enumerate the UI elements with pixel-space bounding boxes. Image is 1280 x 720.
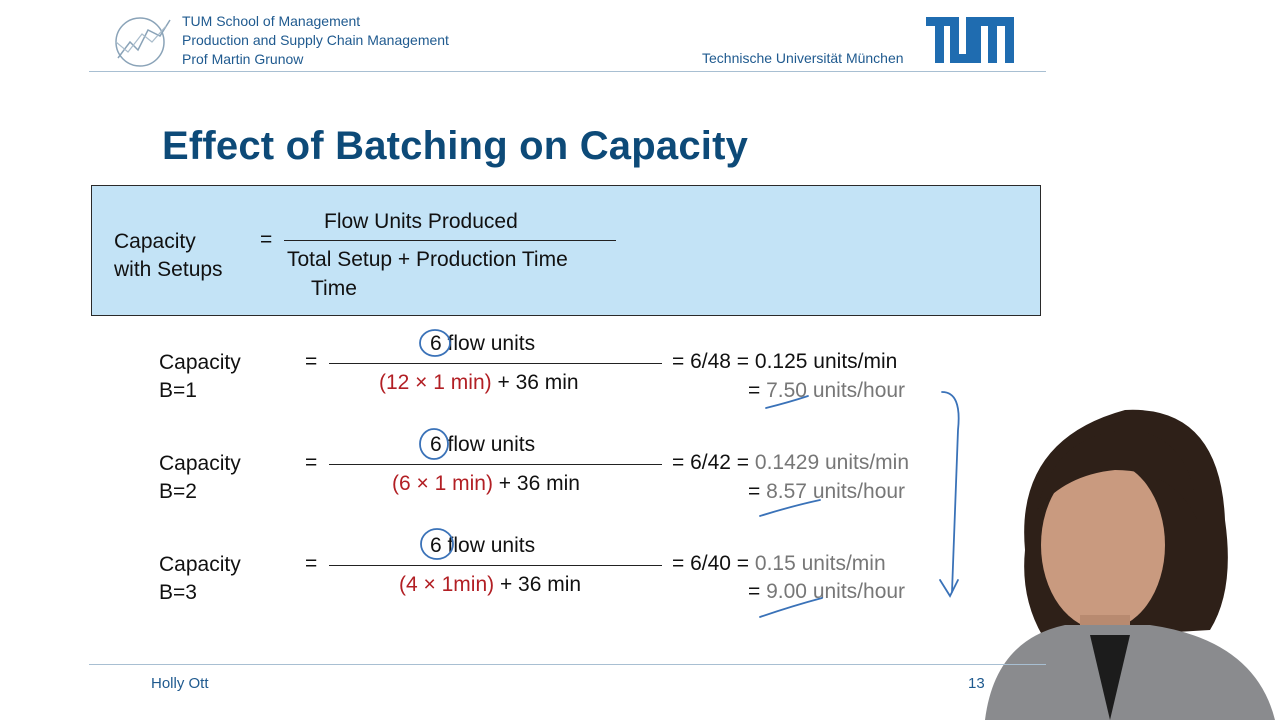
result-units-min: 0.1429 units/min bbox=[754, 451, 910, 474]
school-info: TUM School of Management Production and … bbox=[182, 12, 449, 69]
flow-units-value: 6 bbox=[430, 534, 442, 557]
school-line: Production and Supply Chain Management bbox=[182, 32, 449, 48]
capacity-label: Capacity bbox=[159, 553, 241, 576]
definition-box bbox=[91, 185, 1041, 316]
batch-size-label: B=1 bbox=[159, 379, 197, 402]
result-equals: = bbox=[748, 580, 767, 603]
production-time-term: (12 × 1 min) bbox=[379, 371, 492, 394]
batch-size-label: B=2 bbox=[159, 480, 197, 503]
batch-size-label: B=3 bbox=[159, 581, 197, 604]
result-equals: = bbox=[748, 379, 767, 402]
definition-fraction-line bbox=[284, 240, 616, 241]
denominator: (12 × 1 min) + 36 min bbox=[379, 371, 579, 395]
ink-arrowhead-icon bbox=[939, 579, 959, 598]
result-per-min: = 6/48 = 0.125 units/min bbox=[672, 350, 897, 374]
result-units-hour: 9.00 units/hour bbox=[766, 580, 906, 603]
capacity-label: Capacity bbox=[159, 351, 241, 374]
school-line: TUM School of Management bbox=[182, 13, 361, 29]
flow-units-label: flow units bbox=[447, 433, 536, 456]
setup-time-term: + 36 min bbox=[494, 573, 582, 596]
result-units-hour: 8.57 units/hour bbox=[766, 480, 906, 503]
fraction-line bbox=[329, 565, 662, 566]
presenter-name: Holly Ott bbox=[151, 675, 209, 692]
denominator: (4 × 1min) + 36 min bbox=[399, 573, 581, 597]
capacity-b3-label: Capacity B=3 bbox=[159, 551, 241, 607]
production-time-term: (6 × 1 min) bbox=[392, 472, 493, 495]
capacity-b2-label: Capacity B=2 bbox=[159, 450, 241, 506]
equals-sign: = bbox=[305, 350, 318, 373]
result-per-min: = 6/42 = 0.1429 units/min bbox=[672, 451, 909, 475]
ink-arrow-line-icon bbox=[941, 391, 960, 593]
definition-denominator: Total Setup + Production Time bbox=[287, 248, 568, 271]
definition-denominator-cont: Time bbox=[311, 277, 357, 300]
result-units-min: 0.125 units/min bbox=[754, 350, 898, 373]
tum-logo-icon bbox=[926, 17, 1014, 63]
capacity-label: Capacity bbox=[159, 452, 241, 475]
result-ratio: = 6/42 = bbox=[672, 451, 755, 474]
presenter-video-icon bbox=[985, 409, 1275, 720]
definition-label-line2: with Setups bbox=[114, 258, 223, 281]
definition-label: Capacity with Setups bbox=[114, 228, 223, 284]
definition-equals: = bbox=[260, 228, 273, 251]
school-line: Prof Martin Grunow bbox=[182, 51, 304, 67]
result-units-hour: 7.50 units/hour bbox=[766, 379, 906, 402]
result-per-hour: = 9.00 units/hour bbox=[748, 580, 905, 604]
denominator: (6 × 1 min) + 36 min bbox=[392, 472, 580, 496]
slide-title: Effect of Batching on Capacity bbox=[162, 124, 749, 168]
definition-numerator: Flow Units Produced bbox=[324, 210, 518, 233]
equals-sign: = bbox=[305, 451, 318, 474]
capacity-b1-label: Capacity B=1 bbox=[159, 349, 241, 405]
flow-units-label: flow units bbox=[447, 534, 536, 557]
university-name: Technische Universität München bbox=[702, 50, 904, 66]
flow-units-value: 6 bbox=[430, 332, 442, 355]
result-equals: = bbox=[748, 480, 767, 503]
footer-divider bbox=[89, 664, 1046, 665]
numerator: 6 flow units bbox=[430, 534, 535, 558]
numerator: 6 flow units bbox=[430, 433, 535, 457]
setup-time-term: + 36 min bbox=[491, 371, 579, 394]
fraction-line bbox=[329, 363, 662, 364]
fraction-line bbox=[329, 464, 662, 465]
definition-label-line1: Capacity bbox=[114, 230, 196, 253]
result-units-min: 0.15 units/min bbox=[754, 552, 886, 575]
page-number: 13 bbox=[968, 675, 985, 692]
tum-som-logo-icon bbox=[115, 17, 171, 67]
result-ratio: = 6/48 = bbox=[672, 350, 755, 373]
result-per-hour: = 8.57 units/hour bbox=[748, 480, 905, 504]
result-ratio: = 6/40 = bbox=[672, 552, 755, 575]
flow-units-value: 6 bbox=[430, 433, 442, 456]
result-per-hour: = 7.50 units/hour bbox=[748, 379, 905, 403]
numerator: 6 flow units bbox=[430, 332, 535, 356]
equals-sign: = bbox=[305, 552, 318, 575]
result-per-min: = 6/40 = 0.15 units/min bbox=[672, 552, 886, 576]
production-time-term: (4 × 1min) bbox=[399, 573, 495, 596]
setup-time-term: + 36 min bbox=[492, 472, 580, 495]
flow-units-label: flow units bbox=[447, 332, 536, 355]
header-divider bbox=[89, 71, 1046, 72]
